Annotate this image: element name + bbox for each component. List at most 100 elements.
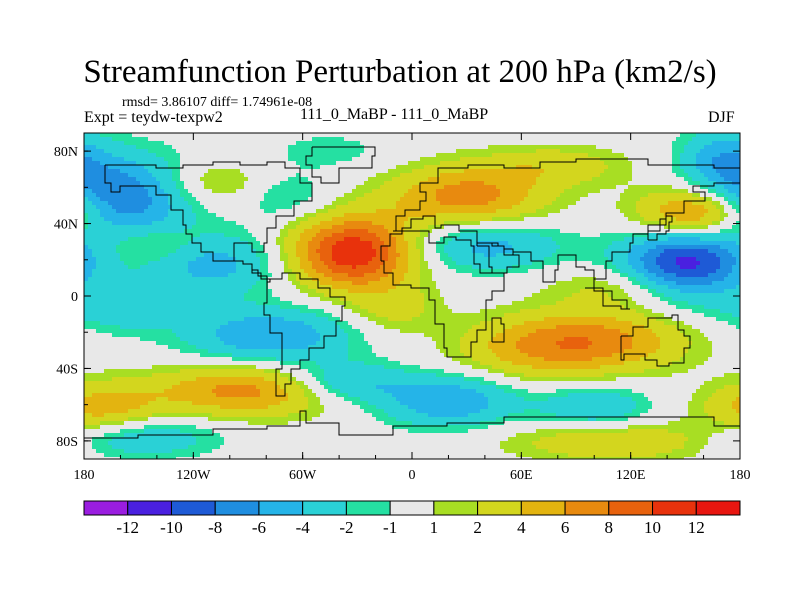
contour-cell bbox=[232, 289, 237, 294]
contour-cell bbox=[308, 321, 313, 326]
contour-cell bbox=[236, 357, 241, 362]
contour-cell bbox=[244, 413, 249, 418]
contour-cell bbox=[132, 229, 137, 234]
contour-cell bbox=[232, 309, 237, 314]
contour-cell bbox=[204, 333, 209, 338]
contour-cell bbox=[132, 209, 137, 214]
contour-cell bbox=[180, 293, 185, 298]
contour-cell bbox=[124, 273, 129, 278]
contour-cell bbox=[312, 213, 317, 218]
contour-cell bbox=[256, 333, 261, 338]
contour-cell bbox=[284, 185, 289, 190]
contour-cell bbox=[192, 329, 197, 334]
contour-cell bbox=[196, 249, 201, 254]
contour-cell bbox=[192, 361, 197, 366]
contour-cell bbox=[100, 457, 105, 459]
contour-cell bbox=[172, 293, 177, 298]
contour-cell bbox=[252, 353, 257, 358]
contour-cell bbox=[264, 201, 269, 206]
contour-cell bbox=[132, 245, 137, 250]
contour-cell bbox=[168, 229, 173, 234]
contour-cell bbox=[228, 145, 233, 150]
contour-cell bbox=[324, 393, 329, 398]
contour-cell bbox=[192, 349, 197, 354]
contour-cell bbox=[224, 449, 229, 454]
contour-cell bbox=[132, 449, 137, 454]
contour-cell bbox=[248, 281, 253, 286]
contour-cell bbox=[152, 421, 157, 426]
contour-cell bbox=[268, 209, 273, 214]
contour-cell bbox=[108, 377, 113, 382]
contour-cell bbox=[312, 169, 317, 174]
contour-cell bbox=[236, 425, 241, 430]
contour-cell bbox=[312, 253, 317, 258]
contour-cell bbox=[212, 377, 217, 382]
contour-cell bbox=[320, 405, 325, 410]
contour-cell bbox=[204, 389, 209, 394]
contour-cell bbox=[164, 321, 169, 326]
contour-cell bbox=[244, 221, 249, 226]
contour-cell bbox=[148, 349, 153, 354]
contour-cell bbox=[152, 293, 157, 298]
contour-cell bbox=[224, 293, 229, 298]
contour-cell bbox=[208, 445, 213, 450]
contour-cell bbox=[296, 365, 301, 370]
contour-cell bbox=[324, 285, 329, 290]
contour-cell bbox=[140, 261, 145, 266]
contour-cell bbox=[160, 185, 165, 190]
contour-cell bbox=[116, 393, 121, 398]
contour-cell bbox=[320, 137, 325, 142]
contour-cell bbox=[108, 145, 113, 150]
contour-cell bbox=[100, 409, 105, 414]
contour-cell bbox=[132, 217, 137, 222]
contour-cell bbox=[140, 373, 145, 378]
contour-cell bbox=[148, 357, 153, 362]
contour-cell bbox=[268, 169, 273, 174]
contour-cell bbox=[200, 193, 205, 198]
contour-cell bbox=[312, 161, 317, 166]
contour-cell bbox=[96, 293, 101, 298]
contour-cell bbox=[256, 373, 261, 378]
contour-cell bbox=[176, 237, 181, 242]
contour-cell bbox=[308, 401, 313, 406]
contour-cell bbox=[264, 265, 269, 270]
contour-cell bbox=[260, 289, 265, 294]
contour-cell bbox=[192, 173, 197, 178]
contour-cell bbox=[180, 357, 185, 362]
contour-cell bbox=[160, 165, 165, 170]
contour-cell bbox=[316, 361, 321, 366]
contour-cell bbox=[276, 177, 281, 182]
contour-cell bbox=[124, 301, 129, 306]
contour-cell bbox=[216, 241, 221, 246]
contour-cell bbox=[92, 137, 97, 142]
contour-cell bbox=[276, 321, 281, 326]
contour-cell bbox=[236, 405, 241, 410]
contour-cell bbox=[276, 433, 281, 438]
contour-cell bbox=[204, 161, 209, 166]
contour-cell bbox=[240, 457, 245, 459]
contour-cell bbox=[240, 233, 245, 238]
contour-cell bbox=[136, 253, 141, 258]
contour-cell bbox=[216, 265, 221, 270]
contour-cell bbox=[164, 293, 169, 298]
contour-cell bbox=[240, 205, 245, 210]
contour-cell bbox=[220, 281, 225, 286]
contour-cell bbox=[296, 393, 301, 398]
experiment-label: Expt = teydw-texpw2 bbox=[84, 109, 223, 126]
contour-cell bbox=[92, 169, 97, 174]
contour-cell bbox=[108, 213, 113, 218]
contour-cell bbox=[200, 369, 205, 374]
contour-cell bbox=[292, 225, 297, 230]
contour-cell bbox=[120, 153, 125, 158]
contour-cell bbox=[96, 413, 101, 418]
contour-cell bbox=[300, 401, 305, 406]
contour-cell bbox=[316, 365, 321, 370]
contour-cell bbox=[232, 393, 237, 398]
contour-cell bbox=[248, 433, 253, 438]
contour-cell bbox=[164, 213, 169, 218]
contour-cell bbox=[312, 225, 317, 230]
contour-cell bbox=[228, 353, 233, 358]
contour-cell bbox=[284, 357, 289, 362]
contour-cell bbox=[184, 261, 189, 266]
contour-cell bbox=[232, 181, 237, 186]
